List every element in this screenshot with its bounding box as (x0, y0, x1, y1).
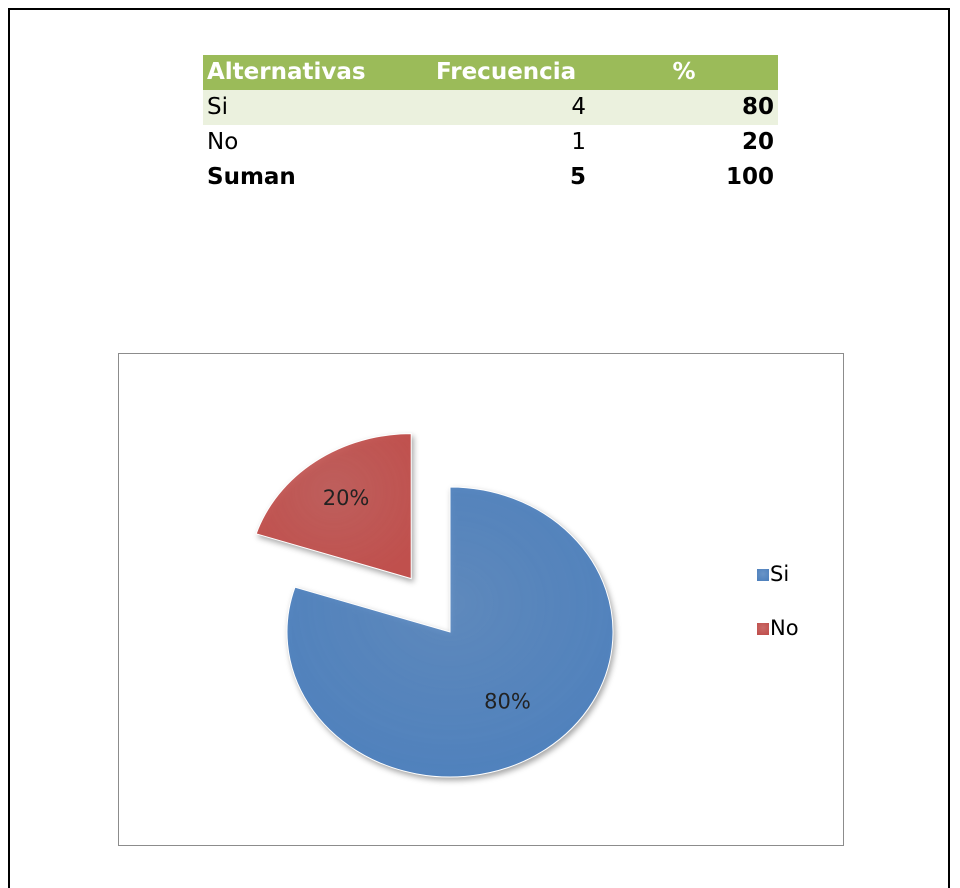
cell: 1 (571, 129, 586, 155)
legend-label: Si (770, 562, 789, 586)
cell: Si (203, 90, 432, 125)
cell: 80 (590, 90, 778, 125)
header-cell: Frecuencia (432, 55, 590, 90)
chart-border (118, 353, 844, 846)
pie-slice (286, 486, 614, 778)
data-table: Alternativas Frecuencia % Si 4 80 No 1 2… (203, 55, 778, 195)
page-frame (8, 8, 950, 888)
legend-swatch (757, 569, 769, 581)
cell: 20 (741, 129, 774, 155)
legend-swatch (757, 623, 769, 635)
cell: 5 (569, 164, 586, 190)
cell: 4 (432, 90, 590, 125)
cell: No (207, 129, 239, 155)
pie-slice (255, 433, 412, 580)
data-label: 20% (323, 486, 370, 510)
row: Si 4 80 (203, 90, 778, 125)
data-label: 80% (484, 689, 531, 713)
cell: Suman (207, 164, 296, 190)
legend-label: No (770, 616, 799, 640)
row: No 1 20 (203, 125, 778, 160)
cell: 100 (725, 164, 774, 190)
header-cell: Alternativas (203, 55, 432, 90)
header-row: Alternativas Frecuencia % (203, 55, 778, 90)
row: Suman 5 100 (203, 160, 778, 195)
header-cell: % (590, 55, 778, 90)
